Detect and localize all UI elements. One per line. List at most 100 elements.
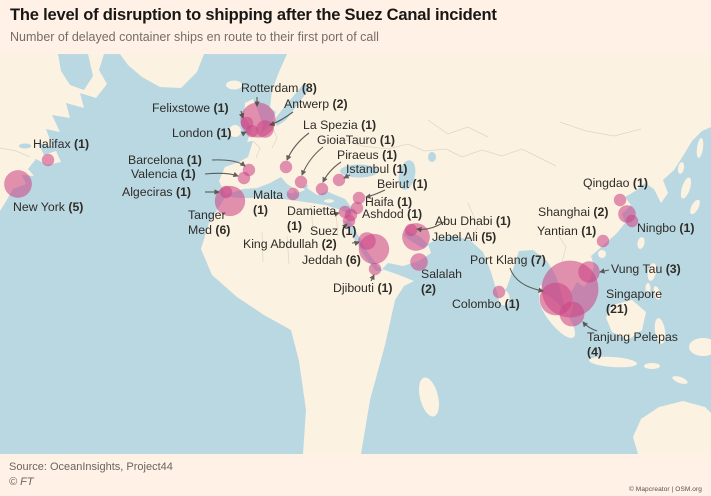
- port-label-singapore: Singapore (21): [606, 287, 663, 316]
- ireland: [229, 125, 241, 137]
- label-arrow-vung-tau: [599, 268, 610, 274]
- source-line: Source: OceanInsights, Project44: [9, 461, 173, 473]
- aral-sea: [428, 152, 436, 162]
- hainan: [598, 250, 606, 258]
- port-bubble-yantian: [596, 234, 610, 248]
- port-bubble-valencia: [237, 171, 251, 185]
- new-guinea: [689, 338, 711, 356]
- port-label-antwerp: Antwerp (2): [284, 97, 348, 111]
- port-bubble-djibouti: [368, 262, 382, 276]
- port-bubble-istanbul: [332, 173, 346, 187]
- world-map: [0, 54, 711, 454]
- label-arrows-layer: [204, 96, 610, 332]
- map-svg: [0, 54, 711, 454]
- iceland: [226, 80, 242, 90]
- port-label-vung-tau: Vung Tau (3): [611, 262, 681, 276]
- port-bubble-ningbo: [625, 214, 639, 228]
- port-bubble-new-york: [4, 170, 32, 198]
- japan-kyushu: [690, 199, 700, 215]
- landmass-north-america: [0, 54, 107, 211]
- port-bubble-tanjung-pelepas: [559, 301, 585, 327]
- port-label-malta: Malta (1): [253, 188, 284, 217]
- port-bubble-vung-tau: [578, 261, 600, 283]
- philippines-luzon: [647, 263, 657, 281]
- port-label-tanjung-pelepas: Tanjung Pelepas (4): [587, 330, 678, 359]
- japan-hokkaido: [677, 162, 685, 174]
- timor: [672, 376, 688, 384]
- ft-copyright: © FT: [9, 476, 34, 488]
- port-bubble-beirut: [352, 191, 366, 205]
- port-label-colombo: Colombo (1): [452, 297, 520, 311]
- port-label-beirut: Beirut (1): [377, 177, 428, 191]
- port-label-king-abdullah: King Abdullah (2): [243, 237, 337, 251]
- port-label-jeddah: Jeddah (6): [302, 253, 361, 267]
- landmasses: [0, 54, 711, 454]
- label-arrow-valencia: [204, 171, 239, 178]
- port-label-yantian: Yantian (1): [537, 224, 597, 238]
- landmass-borneo: [606, 300, 646, 340]
- port-label-felixstowe: Felixstowe (1): [152, 101, 229, 115]
- port-bubble-jebel-ali: [402, 223, 430, 251]
- port-label-shanghai: Shanghai (2): [538, 205, 609, 219]
- landmass-eurafrica-asia: [201, 54, 711, 454]
- sakhalin: [696, 138, 704, 158]
- great-lakes: [19, 143, 31, 149]
- madagascar: [419, 377, 439, 417]
- port-bubble-gioiatauro: [294, 175, 308, 189]
- black-sea: [340, 164, 378, 178]
- port-label-suez: Suez (1): [310, 224, 357, 238]
- label-arrow-port-klang: [509, 267, 544, 293]
- port-label-gioiatauro: GioiaTauro (1): [317, 133, 395, 147]
- java: [589, 356, 637, 368]
- port-label-new-york: New York (5): [13, 200, 84, 214]
- port-label-qingdao: Qingdao (1): [583, 176, 648, 190]
- label-arrow-barcelona: [211, 159, 246, 167]
- hudson-bay: [58, 54, 93, 90]
- port-label-damietta: Damietta (1): [287, 204, 337, 233]
- port-label-istanbul: Istanbul (1): [346, 162, 408, 176]
- port-label-ningbo: Ningbo (1): [637, 221, 695, 235]
- philippines-mindanao: [653, 286, 661, 300]
- port-bubble-qingdao: [613, 193, 627, 207]
- map-attribution: © Mapcreator | OSM.org: [629, 486, 702, 493]
- baltic-sea: [274, 83, 310, 126]
- crete: [324, 199, 334, 203]
- port-label-london: London (1): [172, 126, 232, 140]
- philippines-visayas: [645, 283, 651, 293]
- caspian-sea: [398, 160, 416, 190]
- port-label-tanger-med: Tanger Med (6): [188, 208, 231, 237]
- port-label-halifax: Halifax (1): [33, 137, 90, 151]
- label-arrow-king-abdullah: [351, 240, 360, 247]
- port-label-abu-dhabi: Abu Dhabi (1): [435, 214, 511, 228]
- page-title: The level of disruption to shipping afte…: [10, 6, 497, 24]
- port-label-ashdod: Ashdod (1): [362, 207, 423, 221]
- label-arrow-la-spezia: [286, 132, 310, 161]
- port-bubble-antwerp: [256, 120, 274, 138]
- label-arrow-gioiatauro: [301, 146, 324, 176]
- landmass-greenland: [120, 54, 204, 88]
- taiwan: [637, 237, 645, 249]
- label-arrow-beirut: [365, 189, 386, 199]
- sulawesi: [654, 318, 666, 344]
- port-label-djibouti: Djibouti (1): [333, 281, 393, 295]
- port-label-barcelona: Barcelona (1): [128, 153, 202, 167]
- label-arrow-suez: [341, 223, 348, 230]
- country-borders: [0, 119, 642, 265]
- label-arrow-piraeus: [322, 161, 342, 183]
- port-label-valencia: Valencia (1): [131, 167, 196, 181]
- port-label-salalah: Salalah (2): [421, 267, 463, 296]
- port-bubble-piraeus: [315, 182, 329, 196]
- port-label-piraeus: Piraeus (1): [337, 148, 398, 162]
- lesser-sunda: [644, 363, 660, 369]
- port-bubble-tanger-med: [214, 185, 246, 217]
- port-label-la-spezia: La Spezia (1): [303, 118, 377, 132]
- label-arrow-london: [240, 131, 247, 137]
- port-label-jebel-ali: Jebel Ali (5): [432, 230, 497, 244]
- label-arrow-djibouti: [369, 274, 375, 282]
- label-arrow-antwerp: [269, 111, 294, 127]
- port-bubble-salalah: [410, 253, 428, 271]
- port-label-port-klang: Port Klang (7): [470, 253, 546, 267]
- port-label-rotterdam: Rotterdam (8): [241, 81, 317, 95]
- label-arrow-abu-dhabi: [416, 221, 445, 233]
- japan-honshu: [680, 177, 692, 199]
